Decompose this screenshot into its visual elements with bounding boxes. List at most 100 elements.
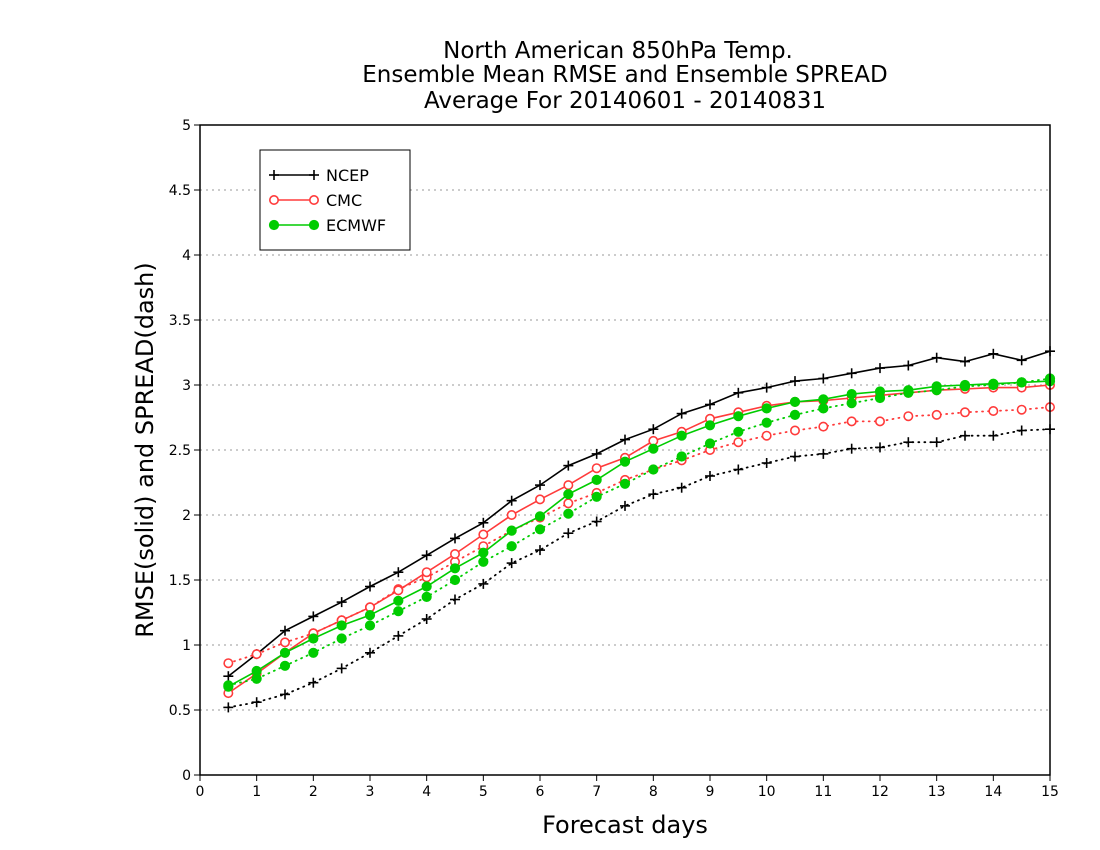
- data-point-ecmwf-rmse: [223, 681, 234, 692]
- data-point-ecmwf-rmse: [619, 456, 631, 467]
- data-point-ncep-rmse: [365, 581, 375, 592]
- data-point-ncep-spread: [506, 558, 517, 569]
- data-point-cmc-spread: [874, 416, 885, 427]
- data-point-cmc-rmse: [563, 480, 574, 491]
- data-point-ecmwf-rmse: [478, 547, 489, 558]
- data-point-ncep-spread: [563, 528, 574, 539]
- data-point-ecmwf-rmse: [506, 525, 517, 536]
- legend-marker: [308, 195, 319, 206]
- data-point-ncep-spread: [308, 677, 319, 688]
- y-tick-label: 2: [182, 508, 191, 524]
- legend-marker: [308, 219, 320, 231]
- data-point-ncep-spread: [450, 594, 460, 605]
- x-tick-label: 12: [871, 784, 889, 800]
- series-ncep-rmse: [223, 346, 1055, 682]
- data-point-cmc-spread: [761, 430, 772, 441]
- data-point-ecmwf-rmse: [903, 385, 914, 396]
- data-point-ncep-spread: [733, 464, 744, 475]
- x-tick-label: 15: [1041, 784, 1059, 800]
- data-point-ecmwf-rmse: [874, 386, 886, 397]
- data-point-ncep-spread: [988, 430, 999, 441]
- data-point-ncep-spread: [336, 663, 347, 674]
- data-point-ncep-rmse: [875, 363, 885, 374]
- x-tick-label: 4: [422, 784, 431, 800]
- data-point-ncep-rmse: [846, 368, 857, 379]
- y-tick-label: 3: [182, 378, 191, 394]
- data-point-cmc-rmse: [591, 463, 602, 474]
- chart-title-line-3: Average For 20140601 - 20140831: [424, 88, 826, 114]
- data-point-ncep-rmse: [450, 533, 460, 544]
- data-point-cmc-spread: [563, 498, 574, 509]
- data-point-ncep-rmse: [336, 597, 347, 608]
- data-point-ecmwf-rmse: [648, 443, 659, 454]
- data-point-ecmwf-spread: [534, 524, 546, 535]
- y-tick-label: 0: [182, 768, 191, 784]
- data-point-ecmwf-rmse: [988, 378, 999, 389]
- data-point-cmc-rmse: [421, 567, 432, 578]
- x-tick-label: 8: [649, 784, 658, 800]
- data-point-ecmwf-spread: [506, 541, 517, 552]
- x-tick-label: 2: [309, 784, 318, 800]
- data-point-ecmwf-spread: [733, 426, 744, 437]
- data-point-ncep-spread: [251, 697, 262, 708]
- data-point-ncep-rmse: [931, 352, 942, 363]
- data-point-ncep-spread: [535, 545, 545, 556]
- data-point-ncep-spread: [960, 430, 970, 441]
- x-tick-label: 10: [758, 784, 776, 800]
- data-point-ecmwf-rmse: [336, 620, 347, 631]
- data-point-cmc-rmse: [506, 509, 517, 520]
- x-tick-label: 5: [479, 784, 488, 800]
- x-tick-label: 1: [252, 784, 261, 800]
- series-ecmwf-rmse-line: [227, 380, 1051, 688]
- data-point-ncep-spread: [931, 437, 942, 448]
- data-point-ecmwf-rmse: [761, 403, 772, 414]
- data-point-ecmwf-rmse: [534, 511, 546, 522]
- data-point-ncep-rmse: [478, 517, 489, 528]
- data-point-cmc-spread: [279, 637, 290, 648]
- y-tick-label: 4: [182, 248, 191, 264]
- data-point-ncep-rmse: [988, 348, 999, 359]
- legend-marker: [269, 170, 279, 180]
- data-point-ncep-spread: [223, 702, 234, 713]
- series-layer: [223, 346, 1056, 713]
- data-point-ecmwf-rmse: [959, 379, 971, 391]
- data-point-cmc-spread: [959, 407, 970, 418]
- data-point-ecmwf-spread: [761, 417, 772, 428]
- data-point-ecmwf-rmse: [421, 581, 432, 592]
- series-ncep-rmse-line: [227, 350, 1051, 677]
- data-point-ecmwf-rmse: [818, 394, 829, 405]
- x-tick-label: 0: [196, 784, 205, 800]
- data-point-ncep-spread: [591, 516, 602, 527]
- data-point-ecmwf-rmse: [846, 389, 857, 400]
- data-point-ncep-spread: [761, 458, 772, 468]
- data-point-ecmwf-spread: [789, 409, 801, 420]
- data-point-ecmwf-rmse: [308, 633, 319, 644]
- data-point-ecmwf-spread: [449, 574, 461, 586]
- series-ecmwf-spread: [223, 373, 1056, 691]
- data-point-ncep-spread: [648, 489, 659, 500]
- x-tick-label: 11: [814, 784, 832, 800]
- data-point-ecmwf-rmse: [931, 381, 942, 392]
- data-point-ncep-spread: [846, 443, 857, 454]
- y-axis-ticks: 0 0.5 1 1.5 2 2.5 3 3.5 4 4.5 5: [169, 118, 200, 784]
- data-point-cmc-spread: [846, 416, 857, 427]
- data-point-ecmwf-spread: [676, 451, 687, 462]
- series-cmc-rmse: [223, 379, 1056, 699]
- data-point-ncep-rmse: [535, 480, 545, 491]
- data-point-ncep-rmse: [620, 434, 630, 445]
- data-point-ncep-spread: [620, 500, 630, 511]
- x-axis-title: Forecast days: [542, 811, 708, 839]
- data-point-cmc-rmse: [534, 494, 545, 505]
- data-point-ncep-spread: [478, 578, 489, 589]
- data-point-ecmwf-spread: [279, 660, 291, 671]
- legend-label-cmc: CMC: [326, 191, 362, 210]
- series-ecmwf-spread-line: [227, 377, 1051, 687]
- data-point-ncep-spread: [1016, 425, 1027, 436]
- data-point-ecmwf-rmse: [393, 595, 404, 606]
- series-cmc-rmse-line: [227, 384, 1051, 694]
- legend-item-ecmwf: ECMWF: [268, 216, 386, 235]
- y-tick-label: 0.5: [169, 703, 191, 719]
- legend-marker: [309, 170, 319, 180]
- data-point-ncep-rmse: [790, 376, 800, 387]
- data-point-ncep-spread: [393, 630, 404, 641]
